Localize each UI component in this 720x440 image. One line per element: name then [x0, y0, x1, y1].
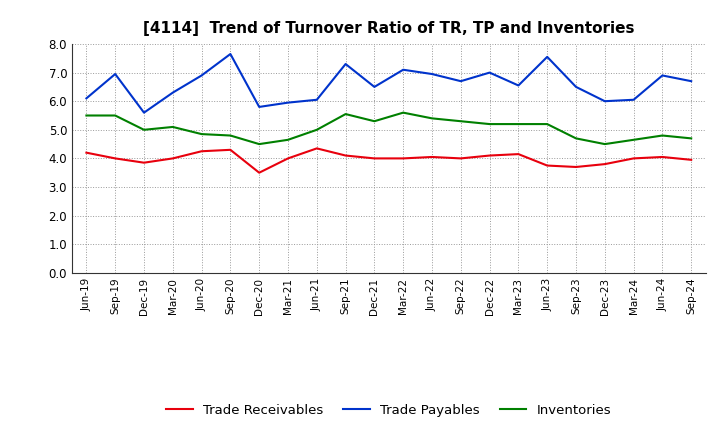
Inventories	[197, 132, 206, 137]
Trade Receivables	[399, 156, 408, 161]
Trade Payables	[658, 73, 667, 78]
Inventories	[399, 110, 408, 115]
Inventories	[629, 137, 638, 143]
Trade Payables	[600, 99, 609, 104]
Trade Payables	[456, 78, 465, 84]
Trade Receivables	[370, 156, 379, 161]
Inventories	[485, 121, 494, 127]
Trade Receivables	[168, 156, 177, 161]
Inventories	[140, 127, 148, 132]
Trade Payables	[226, 51, 235, 57]
Trade Payables	[284, 100, 292, 105]
Inventories	[456, 118, 465, 124]
Inventories	[572, 136, 580, 141]
Trade Receivables	[658, 154, 667, 160]
Inventories	[370, 118, 379, 124]
Trade Payables	[428, 71, 436, 77]
Trade Receivables	[312, 146, 321, 151]
Trade Receivables	[514, 151, 523, 157]
Trade Receivables	[428, 154, 436, 160]
Trade Receivables	[572, 164, 580, 169]
Inventories	[428, 116, 436, 121]
Inventories	[543, 121, 552, 127]
Trade Payables	[140, 110, 148, 115]
Trade Payables	[312, 97, 321, 103]
Trade Payables	[543, 54, 552, 59]
Trade Payables	[572, 84, 580, 90]
Trade Receivables	[197, 149, 206, 154]
Trade Payables	[629, 97, 638, 103]
Inventories	[226, 133, 235, 138]
Trade Receivables	[629, 156, 638, 161]
Inventories	[168, 124, 177, 129]
Inventories	[341, 111, 350, 117]
Trade Payables	[168, 90, 177, 95]
Trade Payables	[197, 73, 206, 78]
Inventories	[284, 137, 292, 143]
Inventories	[111, 113, 120, 118]
Trade Payables	[111, 71, 120, 77]
Trade Receivables	[485, 153, 494, 158]
Line: Trade Receivables: Trade Receivables	[86, 148, 691, 172]
Inventories	[312, 127, 321, 132]
Inventories	[255, 141, 264, 147]
Trade Receivables	[600, 161, 609, 167]
Trade Receivables	[140, 160, 148, 165]
Line: Inventories: Inventories	[86, 113, 691, 144]
Trade Payables	[370, 84, 379, 90]
Trade Receivables	[82, 150, 91, 155]
Trade Payables	[341, 61, 350, 66]
Trade Receivables	[456, 156, 465, 161]
Inventories	[687, 136, 696, 141]
Title: [4114]  Trend of Turnover Ratio of TR, TP and Inventories: [4114] Trend of Turnover Ratio of TR, TP…	[143, 21, 634, 36]
Trade Payables	[485, 70, 494, 75]
Trade Receivables	[543, 163, 552, 168]
Trade Receivables	[687, 157, 696, 162]
Trade Payables	[687, 78, 696, 84]
Trade Payables	[82, 96, 91, 101]
Trade Receivables	[111, 156, 120, 161]
Inventories	[600, 141, 609, 147]
Trade Receivables	[284, 156, 292, 161]
Inventories	[658, 133, 667, 138]
Trade Receivables	[226, 147, 235, 152]
Inventories	[514, 121, 523, 127]
Legend: Trade Receivables, Trade Payables, Inventories: Trade Receivables, Trade Payables, Inven…	[161, 398, 616, 422]
Line: Trade Payables: Trade Payables	[86, 54, 691, 113]
Trade Receivables	[341, 153, 350, 158]
Trade Payables	[514, 83, 523, 88]
Inventories	[82, 113, 91, 118]
Trade Payables	[399, 67, 408, 72]
Trade Payables	[255, 104, 264, 110]
Trade Receivables	[255, 170, 264, 175]
